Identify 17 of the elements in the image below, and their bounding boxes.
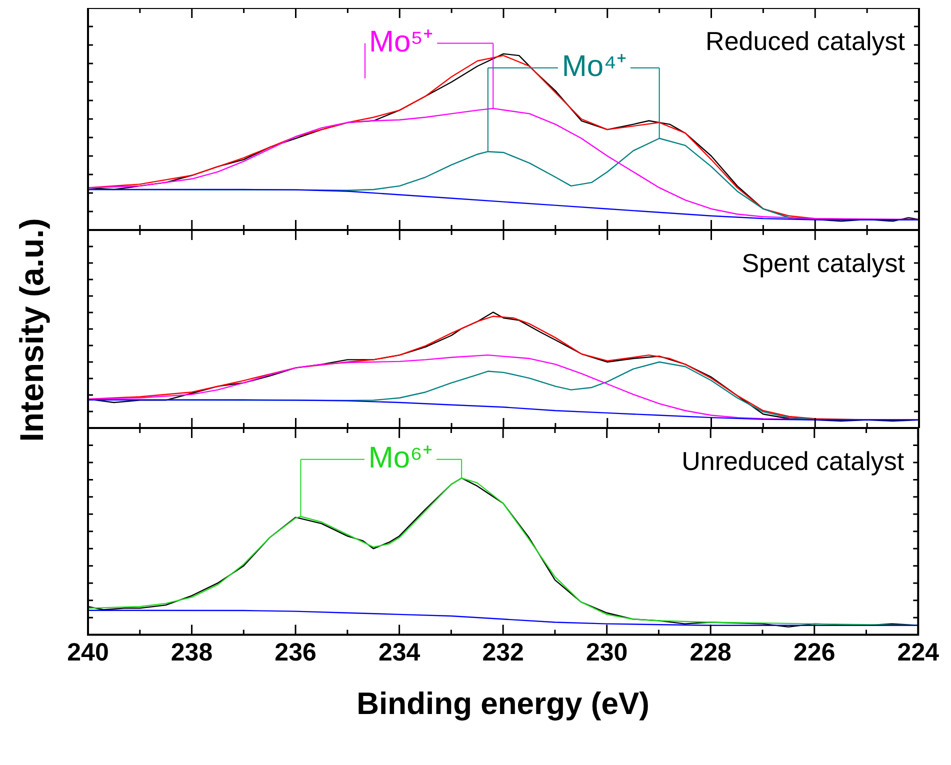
x-tick-label: 236 <box>274 638 316 667</box>
x-tick-label: 228 <box>690 638 732 667</box>
legend-label: Mo⁴⁺ <box>562 50 626 84</box>
x-tick-label: 230 <box>586 638 628 667</box>
y-axis-title: Intensity (a.u.) <box>13 218 51 442</box>
legend-label: Mo⁵⁺ <box>368 26 434 59</box>
x-tick-label: 240 <box>67 638 109 667</box>
chart-title: Reduced catalyst <box>706 26 906 56</box>
x-tick-label: 238 <box>170 638 213 667</box>
x-tick-label: 232 <box>482 638 524 667</box>
x-axis-title: Binding energy (eV) <box>356 686 650 721</box>
legend-label: Mo⁶⁺ <box>368 442 432 475</box>
chart-title: Spent catalyst <box>742 248 906 278</box>
x-tick-label: 224 <box>897 638 940 667</box>
chart-title: Unreduced catalyst <box>682 446 905 476</box>
x-tick-label: 226 <box>794 638 836 667</box>
x-tick-label: 234 <box>378 638 420 667</box>
